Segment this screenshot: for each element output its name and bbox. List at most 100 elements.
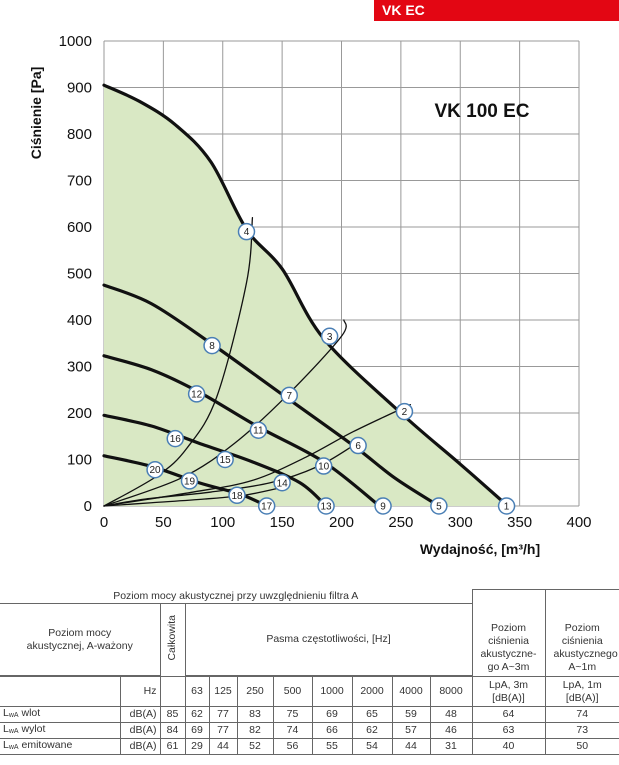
table-row: LwA wylot dB(A) 84 69 77 82 74 66 62 57 46 63 73 (0, 722, 619, 739)
marker-circle (187, 385, 206, 403)
freq-125: 125 (208, 676, 238, 707)
band-cell: 62 (351, 722, 393, 739)
marker-label: 12 (191, 389, 203, 400)
total-cell: 61 (159, 738, 186, 755)
band-cell: 31 (429, 738, 473, 755)
operating-point-marker: 13 (317, 497, 335, 515)
marker-label: 9 (380, 502, 386, 513)
marker-label: 19 (184, 476, 196, 487)
operating-point-marker: 15 (216, 450, 234, 469)
band-cell: 29 (184, 738, 210, 755)
operating-point-marker: 18 (228, 486, 246, 505)
table-row: LwA wlot dB(A) 85 62 77 83 75 69 65 59 48 64 74 (0, 706, 619, 723)
system-curve-8 (103, 403, 412, 507)
operating-point-marker: 2 (395, 402, 414, 421)
x-axis-label: Wydajność, [m³/h] (420, 541, 540, 557)
marker-label: 4 (244, 227, 250, 238)
marker-circle (146, 460, 164, 479)
operating-point-marker: 1 (497, 497, 516, 515)
marker-circle (257, 497, 276, 515)
marker-circle (314, 457, 333, 475)
marker-circle (216, 450, 234, 469)
series-badge: VK EC (374, 0, 619, 21)
marker-label: 6 (355, 441, 361, 452)
x-tick-label: 350 (507, 514, 532, 531)
band-cell: 83 (236, 706, 274, 723)
bands-label: Pasma częstotliwości, [Hz] (184, 603, 473, 676)
lpa1-unit: LpA, 1m [dB(A)] (544, 676, 619, 707)
system-curve-10 (103, 486, 283, 507)
operating-point-marker: 11 (249, 421, 268, 439)
operating-point-marker: 14 (273, 474, 291, 492)
band-cell: 82 (236, 722, 274, 739)
marker-label: 14 (277, 478, 289, 489)
operating-point-marker: 3 (320, 327, 339, 346)
freq-500: 500 (272, 676, 313, 707)
marker-circle (317, 497, 335, 515)
marker-circle (166, 429, 184, 448)
y-tick-label: 800 (67, 126, 92, 143)
operating-point-marker: 10 (314, 457, 333, 475)
lpa1-header: Poziom ciśnienia akustycznego A~1m (544, 589, 619, 677)
hz-label: Hz (119, 676, 161, 707)
operating-point-marker: 12 (187, 385, 206, 403)
fan-curve-1 (102, 83, 510, 508)
band-cell: 52 (236, 738, 274, 755)
x-tick-label: 300 (448, 514, 473, 531)
operating-area (104, 85, 508, 507)
operating-point-marker: 5 (430, 497, 448, 515)
band-cell: 62 (184, 706, 210, 723)
freq-2000: 2000 (351, 676, 393, 707)
band-cell: 74 (272, 722, 313, 739)
chart-title: VK 100 EC (434, 101, 529, 122)
band-cell: 44 (208, 738, 238, 755)
marker-label: 15 (220, 455, 232, 466)
marker-circle (237, 222, 256, 241)
marker-circle (349, 436, 367, 455)
freq-8000: 8000 (429, 676, 473, 707)
marker-circle (430, 497, 448, 515)
band-cell: 48 (429, 706, 473, 723)
marker-label: 18 (231, 491, 243, 502)
operating-point-marker: 7 (280, 386, 298, 405)
y-tick-label: 200 (67, 405, 92, 422)
marker-label: 10 (318, 462, 330, 473)
marker-label: 3 (327, 332, 333, 343)
fan-curve-5 (102, 454, 269, 508)
acoustic-table: Poziom mocy akustycznej przy uwzględnien… (0, 589, 619, 755)
marker-circle (320, 327, 339, 346)
band-cell: 55 (311, 738, 353, 755)
y-tick-labels: 0 100 200 300 400 500 600 700 800 900 1000 (59, 33, 92, 515)
x-tick-label: 150 (270, 514, 295, 531)
lpa1-cell: 50 (544, 738, 619, 755)
freq-4000: 4000 (391, 676, 431, 707)
marker-circle (374, 497, 392, 515)
row-label: LwA wylot (0, 722, 121, 739)
lpa3-header: Poziom ciśnienia akustyczne-go A~3m (471, 589, 546, 677)
band-cell: 65 (351, 706, 393, 723)
y-tick-label: 700 (67, 173, 92, 190)
marker-circle (497, 497, 516, 515)
marker-label: 16 (170, 434, 182, 445)
unit-cell: dB(A) (119, 706, 161, 723)
marker-circle (273, 474, 291, 492)
marker-label: 7 (286, 391, 292, 402)
lpa3-cell: 63 (471, 722, 546, 739)
marker-circle (280, 386, 298, 405)
unit-cell: dB(A) (119, 722, 161, 739)
x-tick-label: 0 (100, 514, 108, 531)
lpa3-cell: 40 (471, 738, 546, 755)
table-row: LwA emitowane dB(A) 61 29 44 52 56 55 54 44 31 40 50 (0, 738, 619, 755)
lpa1-cell: 73 (544, 722, 619, 739)
y-tick-label: 500 (67, 266, 92, 283)
x-tick-label: 50 (155, 514, 172, 531)
unit-cell: dB(A) (119, 738, 161, 755)
x-tick-label: 400 (566, 514, 591, 531)
y-axis-label: Ciśnienie [Pa] (28, 67, 44, 160)
operating-point-marker: 9 (374, 497, 392, 515)
table-title: Poziom mocy akustycznej przy uwzględnien… (0, 589, 473, 604)
y-tick-label: 1000 (59, 33, 92, 50)
x-tick-labels: 0 50 100 150 200 250 300 350 400 (100, 514, 592, 531)
band-cell: 57 (391, 722, 431, 739)
